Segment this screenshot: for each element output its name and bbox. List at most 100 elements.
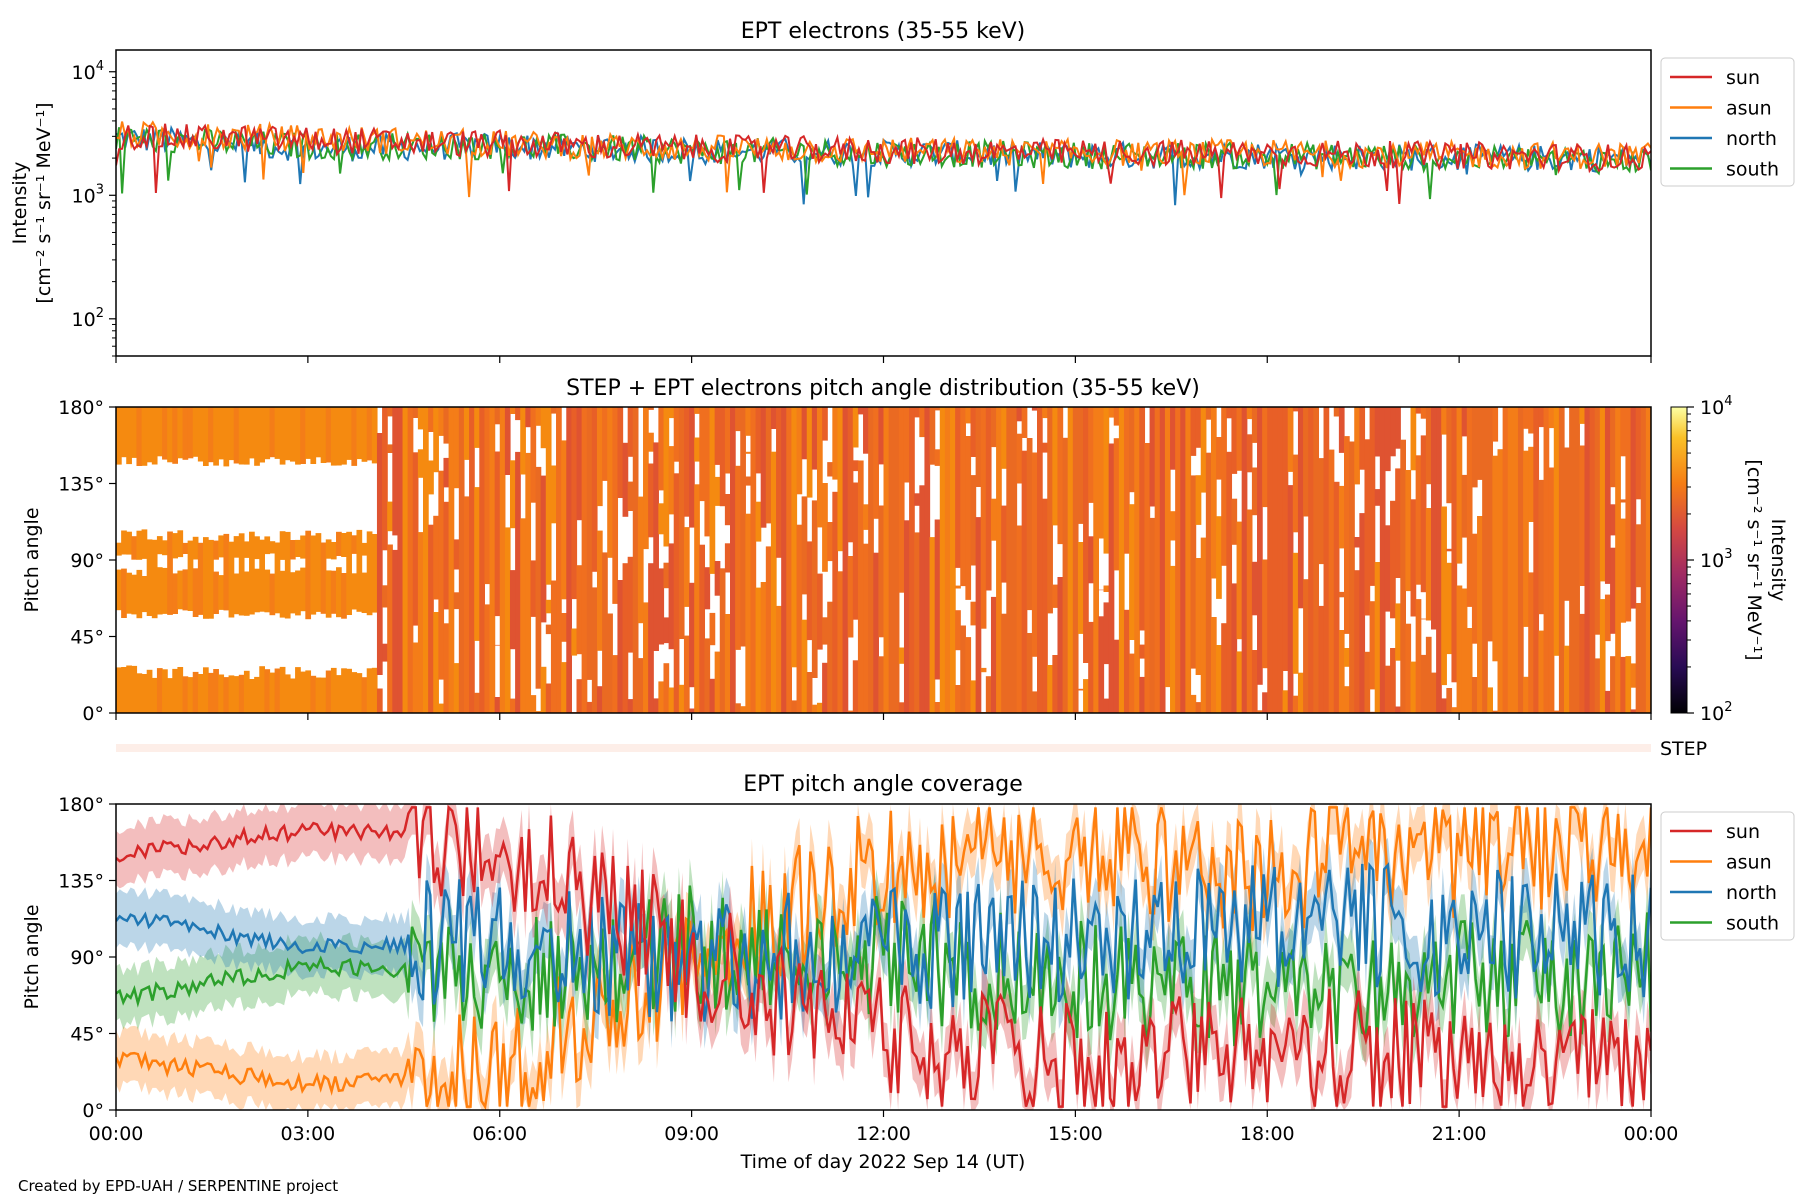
pad-heatmap-cell [955, 610, 961, 651]
pad-heatmap-cell [816, 702, 823, 713]
pad-heatmap-cell [182, 569, 189, 611]
pad-heatmap-cell [1451, 707, 1458, 713]
pad-heatmap-cell [392, 549, 399, 713]
pad-heatmap-cell [243, 571, 250, 616]
pad-heatmap-cell [259, 539, 265, 612]
pad-heatmap-cell [177, 667, 184, 713]
pad-heatmap-cell [617, 580, 624, 713]
pad-heatmap-cell [356, 407, 363, 460]
pad-heatmap-cell [213, 407, 219, 466]
pad-heatmap-cell [1384, 407, 1391, 472]
pad-heatmap-cell [770, 407, 777, 429]
pad-heatmap-cell [1384, 525, 1391, 612]
pad-heatmap-cell [868, 407, 874, 713]
pad-heatmap-cell [847, 710, 854, 713]
pad-heatmap-cell [438, 470, 445, 680]
pad-heatmap-cell [167, 531, 173, 615]
pad-heatmap-cell [187, 677, 194, 713]
pad-heatmap-cell [371, 534, 378, 613]
coverage-y-ticks: 0° 45° 90° 135° 180° [58, 794, 116, 1122]
pad-heatmap-cell [1395, 603, 1401, 661]
pad-heatmap-cell [315, 407, 322, 458]
pad-heatmap-cell [607, 613, 613, 713]
panel-intensity-frame [115, 49, 1652, 357]
pad-heatmap-cell [136, 569, 143, 619]
pad-heatmap-cell [172, 407, 178, 464]
pad-heatmap-cell [1420, 654, 1427, 713]
pad-heatmap-cell [1579, 613, 1586, 713]
pad-heatmap-cell [1011, 407, 1018, 713]
pad-heatmap-cell [1538, 479, 1545, 615]
pad-heatmap-cell [1492, 407, 1499, 442]
pad-heatmap-cell [622, 563, 629, 713]
pad-heatmap-cell [960, 407, 966, 587]
pad-heatmap-cell [704, 407, 711, 537]
pad-heatmap-cell [1574, 407, 1580, 713]
pad-heatmap-cell [1338, 591, 1345, 598]
pad-heatmap-cell [1195, 558, 1202, 675]
pad-heatmap-cell [1379, 407, 1386, 713]
pad-heatmap-cell [1482, 407, 1488, 713]
pad-heatmap-cell [141, 674, 148, 713]
pad-heatmap-cell [1037, 407, 1043, 713]
pad-heatmap-cell [990, 407, 997, 448]
pad-heatmap-cell [443, 501, 450, 610]
pad-heatmap-cell [162, 407, 168, 460]
pad-heatmap-cell [724, 543, 731, 573]
pad-heatmap-cell [172, 668, 178, 713]
pad-heatmap-cell [228, 407, 235, 461]
pad-heatmap-cell [371, 407, 378, 464]
pad-heatmap-cell [1210, 617, 1217, 713]
pad-heatmap-cell [1170, 511, 1176, 541]
pad-heatmap-cell [745, 513, 752, 713]
pad-heatmap-cell [361, 542, 368, 556]
pad-heatmap-cell [1441, 698, 1447, 713]
pad-heatmap-cell [863, 543, 869, 713]
pad-heatmap-cell [970, 475, 977, 566]
pad-heatmap-cell [1139, 676, 1146, 713]
pad-heatmap-cell [914, 407, 920, 418]
panel-coverage: EPT pitch angle coverage 0° 45° 90° 135° 180… [21, 772, 1795, 1173]
pad-heatmap-cell [305, 670, 312, 713]
pad-heatmap-cell [1103, 585, 1110, 592]
pad-heatmap-cell [284, 407, 291, 461]
pad-heatmap-cell [1216, 516, 1222, 599]
colorbar-gradient [1670, 406, 1688, 714]
pad-heatmap-cell [341, 668, 347, 713]
pad-heatmap-cell [643, 407, 649, 550]
pad-heatmap-cell [1620, 518, 1627, 623]
pad-heatmap-cell [530, 560, 537, 617]
pad-heatmap-cell [325, 670, 332, 713]
pad-heatmap-cell [1635, 407, 1642, 500]
pad-heatmap-cell [975, 517, 982, 713]
colorbar-label-line1: Intensity [1767, 519, 1789, 602]
pad-heatmap-cell [1001, 407, 1007, 469]
pad-heatmap-cell [1338, 630, 1345, 713]
pad-heatmap-cell [274, 542, 281, 614]
pad-heatmap-cell [1231, 583, 1238, 713]
pad-heatmap-cell [443, 623, 450, 713]
colorbar-tick-label: 103 [1700, 547, 1732, 572]
pad-heatmap-cell [289, 572, 296, 614]
pad-heatmap-cell [745, 476, 752, 486]
pad-heatmap-cell [1205, 452, 1212, 713]
pad-heatmap-cell [1001, 505, 1007, 583]
pad-heatmap-cell [1272, 407, 1279, 713]
pad-y-tick-label: 135° [58, 474, 104, 496]
pad-heatmap-cell [561, 662, 567, 713]
pad-heatmap-cell [172, 573, 178, 614]
pad-heatmap-cell [269, 672, 276, 713]
pad-heatmap-cell [878, 407, 885, 465]
pad-heatmap-cell [274, 668, 281, 713]
pad-heatmap-cell [1477, 516, 1483, 713]
pad-heatmap-cell [1390, 407, 1396, 457]
pad-heatmap-cell [816, 407, 823, 528]
pad-heatmap-cell [202, 667, 209, 713]
pad-heatmap-cell [269, 573, 276, 616]
pad-heatmap-cell [612, 655, 619, 713]
pad-heatmap-cell [1620, 499, 1627, 503]
pad-heatmap-cell [1395, 468, 1401, 578]
pad-heatmap-cell [121, 667, 127, 713]
pad-heatmap-cell [1625, 656, 1632, 713]
pad-heatmap-cell [545, 599, 552, 614]
